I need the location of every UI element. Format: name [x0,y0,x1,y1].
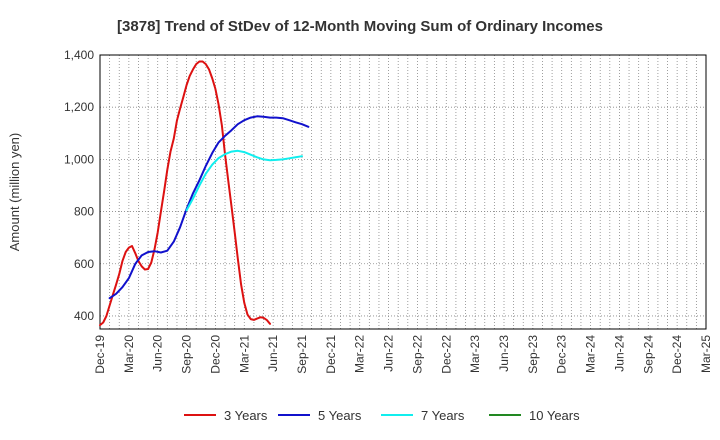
y-tick-label: 1,000 [64,152,94,166]
legend-label: 3 Years [224,408,268,423]
x-tick-label: Mar-25 [699,335,713,373]
y-tick-label: 400 [74,309,94,323]
x-tick-label: Jun-23 [497,335,511,372]
x-tick-label: Dec-24 [670,335,684,374]
x-tick-label: Jun-22 [382,335,396,372]
y-tick-label: 800 [74,205,94,219]
grid [100,55,706,329]
x-tick-label: Dec-21 [324,335,338,374]
series-line [99,60,271,327]
y-tick-label: 1,400 [64,48,94,62]
x-tick-label: Mar-21 [237,335,251,373]
x-tick-label: Sep-21 [295,335,309,374]
chart-title: [3878] Trend of StDev of 12-Month Moving… [117,18,603,35]
legend-item: 3 Years [184,408,268,423]
y-axis: 400 600 800 1,000 1,200 1,400 [64,48,94,323]
x-tick-label: Dec-23 [555,335,569,374]
x-tick-label: Sep-22 [410,335,424,374]
legend-item: 7 Years [381,408,465,423]
legend-label: 7 Years [421,408,465,423]
x-tick-label: Dec-20 [208,335,222,374]
y-tick-label: 600 [74,257,94,271]
x-tick-label: Sep-24 [641,335,655,374]
plot-frame [99,54,707,330]
legend-label: 10 Years [529,408,580,423]
series-line [108,115,310,300]
legend: 3 Years 5 Years 7 Years 10 Years [184,408,580,423]
legend-item: 5 Years [278,408,362,423]
x-tick-label: Dec-19 [93,335,107,374]
x-tick-label: Mar-24 [584,335,598,373]
x-tick-label: Mar-22 [353,335,367,373]
series-lines [99,60,310,327]
legend-item: 10 Years [489,408,580,423]
x-tick-label: Jun-21 [266,335,280,372]
x-tick-label: Sep-20 [180,335,194,374]
x-tick-label: Sep-23 [526,335,540,374]
y-axis-label: Amount (million yen) [7,133,22,252]
legend-label: 5 Years [318,408,362,423]
x-axis: Dec-19 Mar-20 Jun-20 Sep-20 Dec-20 Mar-21 Jun-… [93,335,713,374]
x-tick-label: Dec-22 [439,335,453,374]
x-tick-label: Jun-24 [612,335,626,372]
x-tick-label: Jun-20 [151,335,165,372]
series-line [185,149,303,212]
x-tick-label: Mar-20 [122,335,136,373]
x-tick-label: Mar-23 [468,335,482,373]
y-tick-label: 1,200 [64,100,94,114]
